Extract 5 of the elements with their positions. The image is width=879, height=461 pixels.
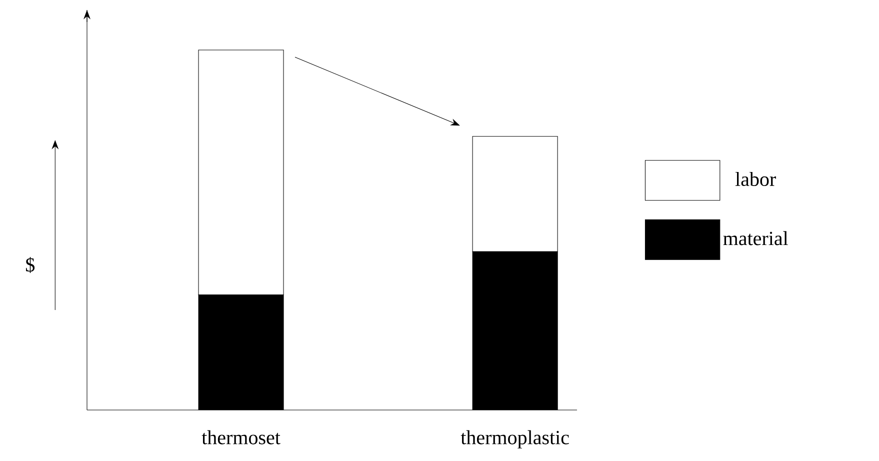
x-tick-label: thermoplastic (460, 430, 569, 448)
legend-label: material (723, 231, 788, 246)
legend-label: labor (735, 172, 776, 186)
y-axis-title: $ (26, 257, 35, 274)
x-tick-label: thermoset (202, 430, 280, 444)
